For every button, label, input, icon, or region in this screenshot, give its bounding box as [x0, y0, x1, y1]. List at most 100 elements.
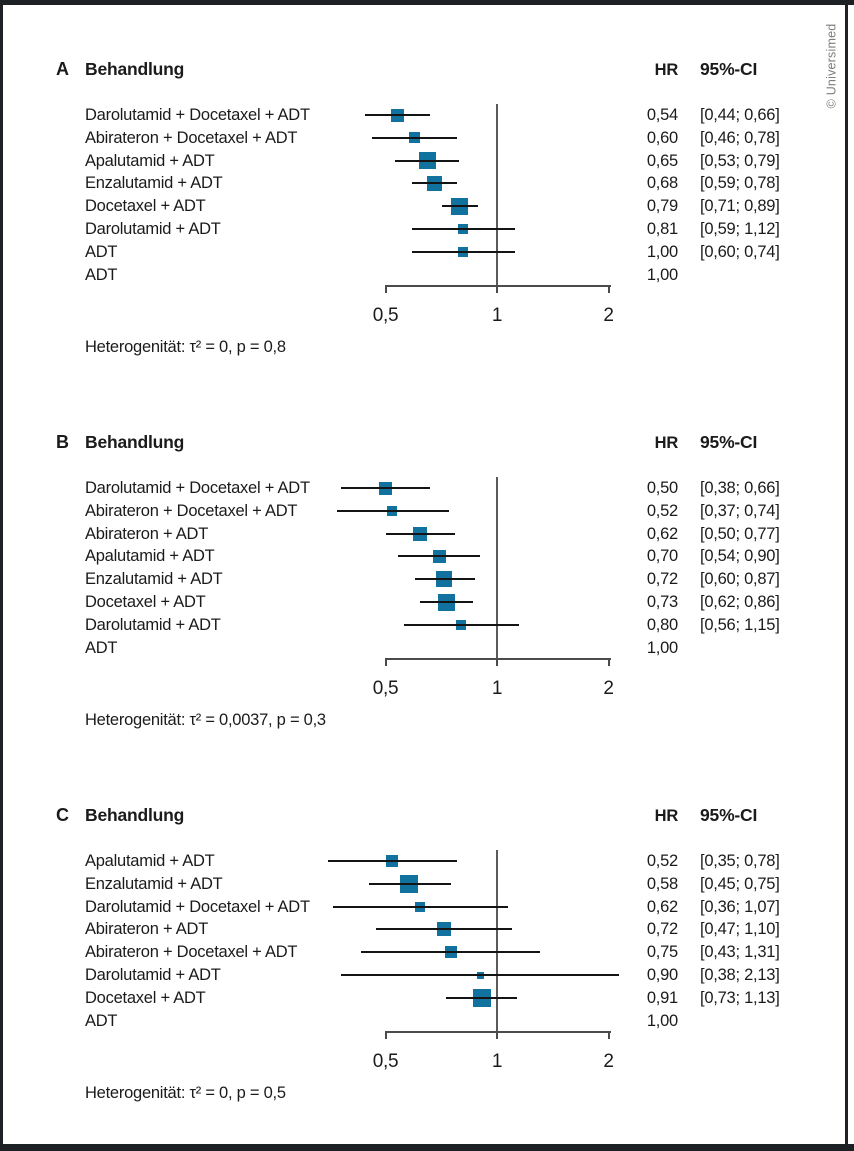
ci-value: [0,73; 1,13]	[700, 988, 780, 1007]
hr-value: 0,75	[646, 943, 678, 962]
panel-letter: C	[56, 805, 69, 825]
treatment-label: Docetaxel + ADT	[85, 988, 206, 1007]
hr-value: 0,91	[646, 988, 678, 1007]
hr-value: 0,60	[646, 128, 678, 147]
ci-line	[446, 996, 517, 999]
treatment-label: Abirateron + Docetaxel + ADT	[85, 128, 298, 147]
axis-tick	[384, 285, 387, 293]
ci-value: [0,59; 1,12]	[700, 220, 780, 238]
axis-tick	[607, 285, 610, 293]
ci-value: [0,37; 0,74]	[700, 501, 780, 520]
treatment-label: Apalutamid + ADT	[85, 151, 215, 170]
ci-line	[441, 205, 479, 208]
axis-tick-label: 2	[603, 678, 614, 699]
ci-value: [0,47; 1,10]	[700, 920, 780, 939]
treatment-label: Enzalutamid + ADT	[85, 874, 223, 893]
hr-value: 0,90	[646, 966, 678, 984]
ci-value: [0,59; 0,78]	[700, 174, 780, 193]
axis-tick-label: 2	[603, 305, 614, 326]
hr-column-header: HR	[654, 434, 679, 452]
ci-line	[375, 928, 513, 931]
heterogeneity-note: Heterogenität: τ² = 0, p = 0,5	[85, 1084, 286, 1102]
hr-value: 1,00	[646, 242, 678, 261]
hr-value: 0,58	[646, 874, 678, 893]
ci-line	[394, 159, 460, 162]
ci-value: [0,38; 0,66]	[700, 479, 780, 497]
hr-value: 0,65	[646, 151, 678, 170]
frame-border-right	[845, 5, 848, 1144]
ci-line	[364, 114, 431, 116]
hr-column-header: HR	[654, 807, 679, 825]
reference-line	[496, 849, 498, 1031]
axis-tick-label: 0,5	[372, 678, 399, 699]
axis-tick	[496, 285, 498, 293]
ci-column-header: 95%-CI	[700, 432, 758, 452]
treatment-label: ADT	[85, 265, 118, 284]
ci-line	[412, 182, 458, 185]
ci-line	[361, 951, 541, 954]
axis-tick	[384, 1031, 387, 1039]
hr-value: 0,50	[646, 479, 678, 497]
treatment-label: ADT	[85, 1011, 118, 1030]
treatment-label: Apalutamid + ADT	[85, 547, 215, 566]
ci-line	[368, 882, 451, 885]
treatment-label: Enzalutamid + ADT	[85, 570, 223, 589]
panel-letter: B	[56, 432, 69, 452]
ci-value: [0,50; 0,77]	[700, 524, 780, 543]
ci-line	[412, 250, 516, 253]
axis-tick	[384, 658, 387, 666]
treatment-label: Enzalutamid + ADT	[85, 174, 223, 193]
ci-line	[403, 623, 520, 626]
panel-title: Behandlung	[85, 59, 185, 79]
treatment-label: Darolutamid + ADT	[85, 966, 221, 984]
treatment-label: Abirateron + ADT	[85, 920, 209, 939]
ci-value: [0,46; 0,78]	[700, 128, 780, 147]
hr-value: 0,70	[646, 547, 678, 566]
hr-value: 0,54	[646, 106, 678, 124]
ci-line	[341, 487, 431, 489]
ci-line	[328, 860, 458, 862]
hr-value: 0,68	[646, 174, 678, 193]
hr-value: 0,62	[646, 524, 678, 543]
heterogeneity-note: Heterogenität: τ² = 0, p = 0,8	[85, 338, 286, 356]
hr-value: 0,52	[646, 501, 678, 520]
axis-tick	[496, 1031, 498, 1039]
hr-value: 0,72	[646, 570, 678, 589]
ci-line	[341, 974, 619, 976]
axis-tick	[607, 658, 610, 666]
reference-line	[496, 476, 498, 658]
hr-value: 0,62	[646, 897, 678, 916]
treatment-label: Darolutamid + Docetaxel + ADT	[85, 479, 310, 497]
ci-value: [0,62; 0,86]	[700, 593, 780, 611]
panel-b-forest-plot: B Behandlung HR 95%-CI Darolutamid + Docetax…	[0, 423, 854, 778]
treatment-label: Abirateron + Docetaxel + ADT	[85, 501, 298, 520]
hr-value: 0,72	[646, 920, 678, 939]
treatment-label: Darolutamid + Docetaxel + ADT	[85, 106, 310, 124]
ci-value: [0,38; 2,13]	[700, 966, 780, 984]
x-axis	[385, 1031, 611, 1033]
ci-line	[412, 228, 516, 230]
hr-value: 1,00	[646, 1011, 678, 1030]
hr-value: 0,81	[646, 220, 678, 238]
axis-tick-label: 1	[491, 1051, 503, 1072]
treatment-label: Docetaxel + ADT	[85, 197, 206, 216]
ci-value: [0,44; 0,66]	[700, 106, 780, 124]
treatment-label: Abirateron + ADT	[85, 524, 209, 543]
hr-value: 1,00	[646, 638, 678, 657]
panel-a-forest-plot: A Behandlung HR 95%-CI Darolutamid + Docetax…	[0, 50, 854, 405]
ci-value: [0,53; 0,79]	[700, 151, 780, 170]
treatment-label: Docetaxel + ADT	[85, 593, 206, 611]
heterogeneity-note: Heterogenität: τ² = 0,0037, p = 0,3	[85, 711, 326, 729]
hr-value: 0,73	[646, 593, 678, 611]
ci-value: [0,36; 1,07]	[700, 897, 780, 916]
treatment-label: Apalutamid + ADT	[85, 852, 215, 870]
frame-bar-top	[0, 0, 854, 5]
frame-bar-bottom	[0, 1144, 854, 1151]
ci-line	[414, 578, 475, 581]
panel-c-forest-plot: C Behandlung HR 95%-CI Apalutamid + ADT 0,52[…	[0, 796, 854, 1151]
ci-line	[420, 601, 473, 603]
ci-value: [0,56; 1,15]	[700, 615, 780, 634]
ci-line	[372, 136, 458, 139]
ci-column-header: 95%-CI	[700, 59, 758, 79]
